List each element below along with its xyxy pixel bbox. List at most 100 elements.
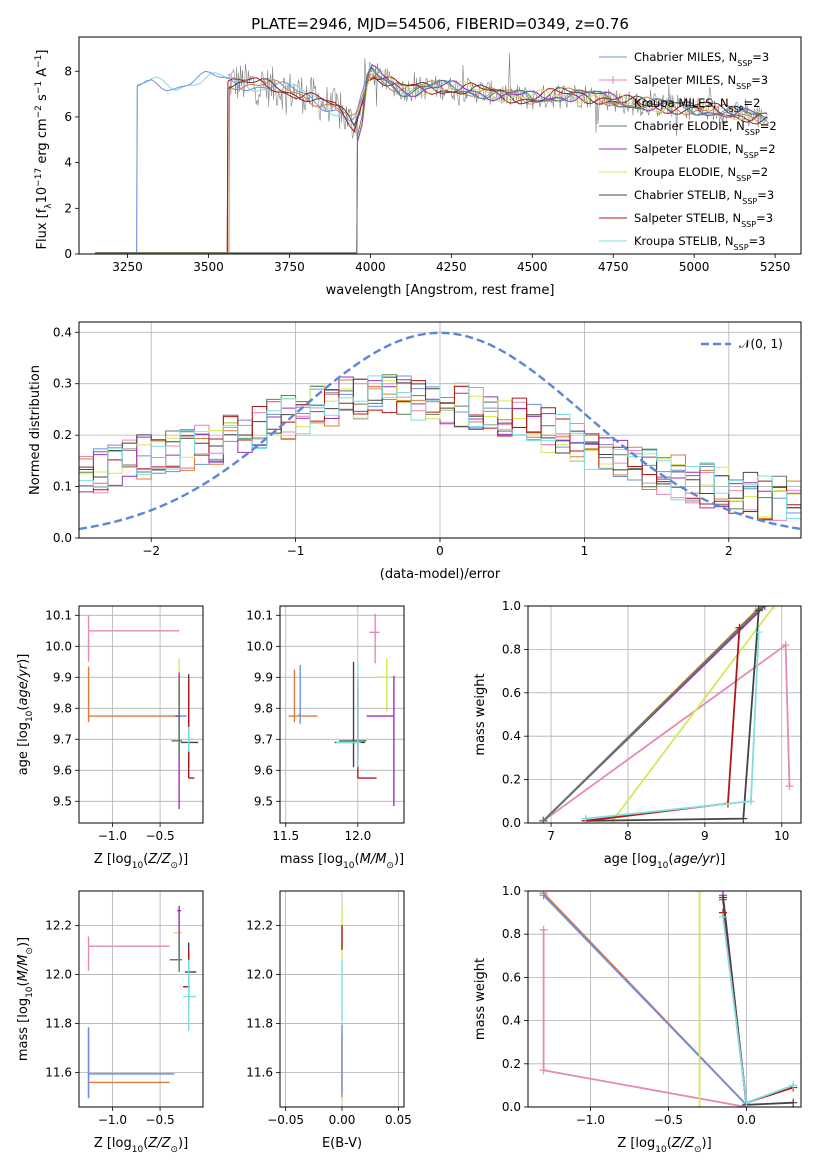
axes-age-vs-Z: −1.0 −0.5 9.5 9.6 9.7 9.8 9.9 10.0 10.1 xyxy=(45,605,204,843)
weight-marker xyxy=(754,628,763,637)
y-tick-label: 6 xyxy=(64,110,72,124)
y-tick-label: 12.0 xyxy=(246,967,273,981)
y-tick-label: 9.8 xyxy=(254,701,273,715)
x-tick-label: −1.0 xyxy=(98,829,127,843)
axes-frame xyxy=(78,890,204,1108)
y-tick-label: 0.6 xyxy=(502,970,521,984)
x-tick-label: 3250 xyxy=(112,260,143,274)
data-point-errorbar xyxy=(298,664,301,724)
y-tick-label: 9.9 xyxy=(53,670,72,684)
figure-title: PLATE=2946, MJD=54506, FIBERID=0349, z=0… xyxy=(251,15,629,33)
y-tick-label: 9.8 xyxy=(53,701,72,715)
model-line xyxy=(95,66,769,254)
x-tick-label: −1.0 xyxy=(576,1113,605,1127)
x-tick-label: 10 xyxy=(774,829,789,843)
y-axis-label: Normed distribution xyxy=(28,365,43,495)
axes-weight-vs-age: 7 8 9 10 0.0 0.2 0.4 0.6 0.8 1.0 xyxy=(502,599,802,843)
weight-marker xyxy=(695,891,704,895)
y-tick-label: 11.8 xyxy=(45,1017,72,1031)
weight-marker xyxy=(539,1066,548,1075)
legend-label: Kroupa STELIB, NSSP=3 xyxy=(634,234,765,252)
x-tick-label: 7 xyxy=(547,829,555,843)
x-axis-label: Z [log10(Z/Z⊙)] xyxy=(94,1136,188,1155)
y-tick-label: 10.1 xyxy=(246,608,273,622)
axes-frame xyxy=(527,890,802,1108)
x-tick-label: 2 xyxy=(725,544,733,558)
y-tick-label: 12.2 xyxy=(45,918,72,932)
model-line xyxy=(95,64,766,254)
weight-marker xyxy=(581,814,590,823)
data-point-errorbar xyxy=(171,681,183,757)
y-tick-label: 10.0 xyxy=(45,639,72,653)
legend-label: Chabrier STELIB, NSSP=3 xyxy=(634,188,774,206)
y-axis-label: mass weight xyxy=(473,958,488,1040)
axes-frame xyxy=(527,605,802,824)
y-axis-label: mass [log10(M/M⊙)] xyxy=(16,937,35,1061)
y-tick-label: 0.6 xyxy=(502,686,521,700)
x-tick-label: 8 xyxy=(624,829,632,843)
x-tick-label: −0.5 xyxy=(654,1113,683,1127)
axes-mass-vs-EBV: −0.05 0.00 0.05 11.6 11.8 12.0 12.2 xyxy=(246,890,412,1127)
data-point-errorbar xyxy=(87,1028,170,1098)
weight-line xyxy=(542,643,791,822)
y-axis-label: mass weight xyxy=(473,673,488,755)
legend-label: Salpeter MILES, NSSP=3 xyxy=(634,73,768,91)
observed-spectrum xyxy=(227,53,769,140)
legend-label: 𝒩(0, 1) xyxy=(739,337,783,351)
weight-marker xyxy=(789,1081,798,1090)
y-axis-label: Flux [fλ10−17 erg cm−2 s−1 A−1] xyxy=(34,50,54,250)
x-tick-label: −0.5 xyxy=(146,1113,175,1127)
plot-area-residuals xyxy=(79,331,801,531)
axes-weight-vs-Z: −1.0 −0.5 0.0 0.0 0.2 0.4 0.6 0.8 1.0 xyxy=(502,884,802,1127)
weight-line xyxy=(722,916,794,1104)
axes-frame xyxy=(279,605,405,824)
data-point-errorbar xyxy=(87,1027,175,1099)
x-axis-label: mass [log10(M/M⊙)] xyxy=(280,852,404,871)
y-tick-label: 0 xyxy=(64,247,72,261)
x-axis-label: wavelength [Angstrom, rest frame] xyxy=(326,283,555,298)
weight-marker xyxy=(781,641,790,650)
model-line xyxy=(95,76,768,254)
x-tick-label: 5000 xyxy=(679,260,710,274)
weight-marker xyxy=(539,816,548,823)
legend-marker xyxy=(609,76,617,84)
data-point-errorbar xyxy=(339,685,367,757)
y-tick-label: 0.2 xyxy=(502,1057,521,1071)
data-point-errorbar xyxy=(184,942,197,997)
data-point-errorbar xyxy=(181,674,199,768)
weight-line xyxy=(585,627,741,822)
data-point-errorbar xyxy=(87,615,180,662)
data-point-errorbar xyxy=(87,666,180,723)
x-tick-label: 0 xyxy=(436,544,444,558)
x-tick-label: 4750 xyxy=(598,260,629,274)
weight-marker xyxy=(747,797,756,806)
weight-line xyxy=(542,606,764,822)
weight-marker xyxy=(754,606,763,615)
weight-marker xyxy=(789,1098,798,1107)
weight-line xyxy=(542,894,748,1106)
weight-marker xyxy=(719,893,727,902)
y-tick-label: 0.3 xyxy=(53,377,72,391)
legend-label: Salpeter ELODIE, NSSP=2 xyxy=(634,142,776,160)
model-line xyxy=(95,70,766,254)
x-tick-label: 4250 xyxy=(436,260,467,274)
legend-label: Chabrier MILES, NSSP=3 xyxy=(634,50,769,68)
data-point-errorbar xyxy=(173,908,183,953)
y-tick-label: 2 xyxy=(64,201,72,215)
plot-area-weight-vs-Z xyxy=(539,891,798,1107)
x-tick-label: 3500 xyxy=(193,260,224,274)
legend: 𝒩(0, 1) xyxy=(701,337,783,351)
model-line xyxy=(95,66,766,254)
weight-marker xyxy=(742,1098,751,1107)
x-tick-label: 1 xyxy=(581,544,589,558)
data-point-errorbar xyxy=(366,675,395,806)
legend-label: Chabrier ELODIE, NSSP=2 xyxy=(634,119,777,137)
axes-frame xyxy=(78,605,204,824)
data-point-errorbar xyxy=(336,664,361,768)
weight-marker xyxy=(695,1103,704,1107)
legend-label: Kroupa ELODIE, NSSP=2 xyxy=(634,165,768,183)
x-tick-label: 9 xyxy=(701,829,709,843)
y-tick-label: 0.4 xyxy=(502,729,521,743)
